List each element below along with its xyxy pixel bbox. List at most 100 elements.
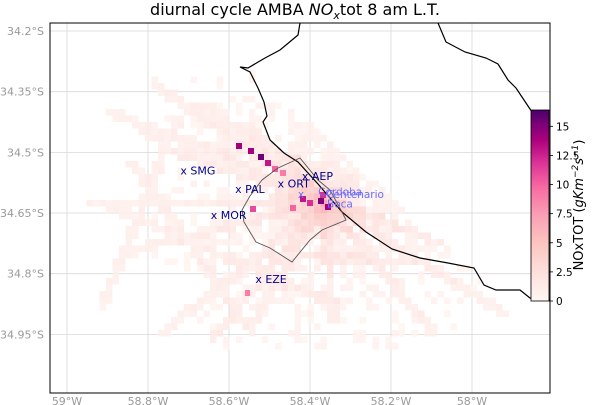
emission-cell [158, 226, 165, 233]
emission-cell [203, 232, 210, 239]
emission-cell [275, 239, 282, 246]
emission-cell [379, 258, 386, 265]
emission-cell [346, 284, 353, 291]
emission-cell [164, 115, 171, 122]
emission-cell [340, 258, 347, 265]
emission-cell [340, 252, 347, 259]
emission-cell [197, 226, 204, 233]
emission-cell [229, 252, 236, 259]
emission-cell [424, 232, 431, 239]
emission-cell [314, 141, 321, 148]
emission-cell [255, 271, 262, 278]
emission-cell [164, 213, 171, 220]
emission-cell [255, 115, 262, 122]
emission-cell [236, 122, 243, 129]
emission-cell [320, 135, 327, 142]
emission-cell [119, 265, 126, 272]
emission-cell [346, 180, 353, 187]
emission-cell [359, 206, 366, 213]
emission-cell [210, 102, 217, 109]
emission-cell [281, 297, 288, 304]
emission-cell [294, 122, 301, 129]
emission-cell [392, 278, 399, 285]
emission-cell [258, 154, 264, 160]
emission-cell [255, 135, 262, 142]
emission-cell [281, 200, 288, 207]
emission-cell [327, 148, 334, 155]
emission-cell [333, 154, 340, 161]
emission-cell [184, 304, 191, 311]
emission-cell [210, 278, 217, 285]
emission-cell [197, 109, 204, 116]
emission-cell [268, 297, 275, 304]
emission-cell [314, 291, 321, 298]
emission-cell [171, 258, 178, 265]
emission-cell [320, 343, 327, 350]
emission-cell [301, 310, 308, 317]
emission-cell [171, 239, 178, 246]
emission-cell [353, 213, 360, 220]
emission-cell [151, 213, 158, 220]
emission-cell [346, 219, 353, 226]
emission-cell [203, 310, 210, 317]
emission-cell [281, 284, 288, 291]
emission-cell [275, 232, 282, 239]
emission-cell [418, 258, 425, 265]
emission-cell [255, 258, 262, 265]
emission-cell [268, 323, 275, 330]
emission-cell [210, 284, 217, 291]
emission-cell [242, 96, 249, 103]
emission-cell [164, 96, 171, 103]
emission-cell [171, 135, 178, 142]
emission-cell [483, 297, 490, 304]
emission-cell [242, 265, 249, 272]
emission-cell [418, 278, 425, 285]
emission-cell [346, 167, 353, 174]
emission-cell [379, 291, 386, 298]
emission-cell [275, 161, 282, 168]
emission-cell [327, 193, 334, 200]
emission-cell [223, 167, 230, 174]
emission-cell [203, 193, 210, 200]
emission-cell [223, 336, 230, 343]
emission-cell [184, 148, 191, 155]
emission-cell [184, 109, 191, 116]
emission-cell [320, 213, 327, 220]
emission-cell [138, 206, 145, 213]
emission-cell [262, 278, 269, 285]
emission-cell [249, 330, 256, 337]
y-axis-ticks: 34.2°S 34.35°S 34.5°S 34.65°S 34.8°S 34.95°S [0, 25, 44, 341]
emission-cell [372, 336, 379, 343]
emission-cell [177, 310, 184, 317]
emission-cell [470, 284, 477, 291]
emission-cell [327, 174, 334, 181]
emission-cell [385, 343, 392, 350]
emission-cell [294, 239, 301, 246]
emission-cell [236, 109, 243, 116]
emission-cell [366, 219, 373, 226]
emission-cell [307, 278, 314, 285]
emission-cell [236, 174, 243, 181]
emission-cell [372, 193, 379, 200]
emission-cell [112, 115, 119, 122]
emission-cell [372, 180, 379, 187]
emission-cell [138, 122, 145, 129]
emission-cell [268, 278, 275, 285]
emission-cell [346, 206, 353, 213]
emission-cell [333, 161, 340, 168]
emission-cell [353, 232, 360, 239]
emission-cell [197, 128, 204, 135]
emission-cell [210, 330, 217, 337]
emission-cell [281, 174, 288, 181]
emission-cell [255, 122, 262, 129]
emission-cell [190, 304, 197, 311]
emission-cell [333, 232, 340, 239]
emission-cell [216, 102, 223, 109]
emission-cell [255, 102, 262, 109]
emission-cell [444, 245, 451, 252]
emission-cell [346, 232, 353, 239]
emission-cell [223, 343, 230, 350]
emission-cell [112, 200, 119, 207]
emission-cell [158, 83, 165, 90]
emission-cell [333, 206, 340, 213]
